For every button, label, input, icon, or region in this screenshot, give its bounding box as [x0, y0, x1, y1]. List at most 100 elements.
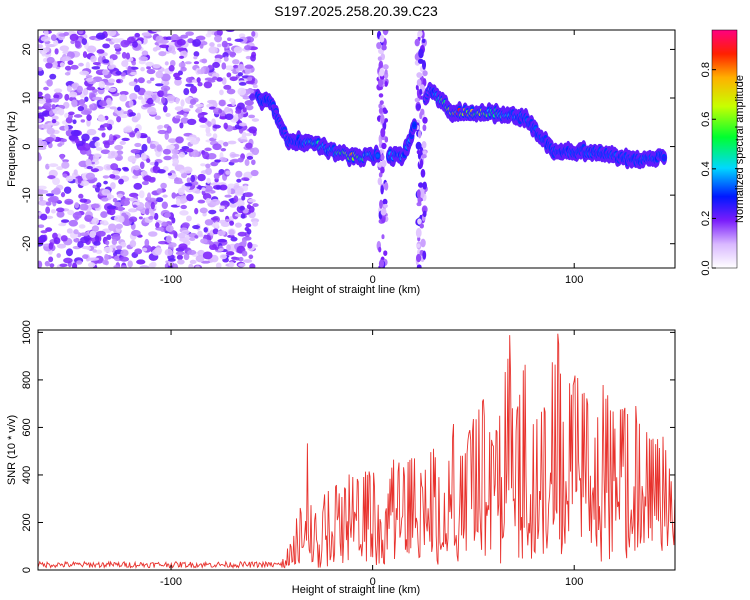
noise-blob — [203, 185, 213, 192]
streak-blob — [415, 103, 422, 111]
noise-blob — [149, 143, 156, 150]
noise-blob — [160, 182, 167, 189]
noise-blob — [68, 219, 79, 227]
noise-blob — [67, 60, 74, 66]
streak-blob — [421, 141, 427, 149]
noise-blob — [161, 73, 171, 82]
noise-blob — [244, 192, 254, 198]
noise-blob — [197, 173, 206, 182]
noise-blob — [183, 112, 188, 118]
noise-blob — [85, 61, 90, 70]
noise-blob — [71, 83, 78, 89]
noise-blob — [123, 111, 129, 115]
colorbar-tick-label: 0.6 — [700, 112, 712, 127]
noise-blob — [173, 72, 180, 78]
y-tick-label: 600 — [21, 418, 33, 436]
noise-blob — [157, 124, 164, 129]
noise-blob — [95, 32, 106, 40]
noise-blob — [157, 169, 166, 174]
noise-blob — [43, 86, 49, 91]
streak-blob — [378, 107, 383, 114]
noise-blob — [244, 100, 254, 106]
noise-blob — [208, 209, 217, 215]
noise-blob — [113, 265, 120, 268]
streak-blob — [378, 172, 383, 178]
noise-blob — [220, 147, 227, 152]
noise-blob — [64, 65, 72, 71]
noise-blob — [152, 47, 158, 52]
noise-blob — [244, 158, 250, 167]
spectrogram-frame — [37, 29, 676, 269]
noise-blob — [85, 246, 92, 251]
noise-blob — [174, 106, 184, 111]
noise-blob — [183, 253, 190, 261]
noise-blob — [80, 110, 91, 115]
noise-blob — [141, 247, 148, 252]
noise-blob — [189, 98, 197, 105]
noise-blob — [79, 180, 90, 187]
noise-blob — [86, 114, 92, 121]
noise-blob — [128, 81, 137, 87]
noise-blob — [215, 262, 222, 268]
streak-blob — [380, 127, 386, 138]
noise-blob — [189, 259, 197, 264]
noise-blob — [86, 166, 93, 170]
noise-blob — [241, 195, 246, 201]
noise-blob — [193, 61, 200, 65]
noise-blob — [251, 31, 256, 37]
noise-blob — [185, 76, 194, 83]
noise-blob — [38, 224, 45, 229]
noise-blob — [58, 223, 67, 227]
noise-blob — [167, 45, 176, 54]
streak-blob — [417, 218, 422, 225]
noise-blob — [50, 209, 56, 214]
streak-blob — [377, 177, 383, 186]
noise-blob — [109, 106, 117, 110]
noise-blob — [214, 221, 219, 228]
noise-blob — [78, 224, 86, 229]
streak-blob — [417, 130, 422, 139]
y-tick-label: 0 — [21, 567, 33, 573]
noise-blob — [229, 203, 237, 208]
noise-blob — [155, 222, 160, 228]
noise-blob — [38, 112, 48, 117]
noise-blob — [235, 109, 242, 114]
noise-blob — [164, 61, 169, 66]
noise-blob — [86, 45, 97, 53]
noise-blob — [242, 95, 250, 100]
colorbar-gradient — [711, 29, 738, 269]
noise-blob — [206, 177, 211, 184]
noise-blob — [189, 104, 194, 109]
noise-blob — [161, 96, 166, 104]
streak-blob — [417, 236, 421, 242]
noise-blob — [113, 43, 121, 50]
noise-blob — [237, 231, 247, 237]
streak-blob — [379, 34, 385, 43]
noise-blob — [134, 32, 141, 38]
noise-blob — [194, 235, 199, 239]
noise-blob — [144, 201, 152, 210]
noise-blob — [214, 34, 223, 43]
noise-blob — [216, 30, 223, 37]
noise-blob — [145, 91, 154, 96]
noise-blob — [128, 208, 136, 213]
noise-blob — [96, 230, 106, 237]
noise-blob — [60, 235, 68, 242]
noise-blob — [45, 136, 55, 143]
colorbar-label: Normalized spectral amplitude — [734, 75, 746, 223]
noise-blob — [104, 253, 109, 261]
noise-blob — [238, 139, 248, 143]
noise-blob — [140, 170, 148, 176]
noise-blob — [138, 216, 143, 220]
noise-blob — [250, 54, 256, 62]
streak-blob — [379, 154, 385, 161]
noise-blob — [141, 98, 146, 105]
noise-blob — [217, 248, 224, 252]
noise-blob — [227, 183, 235, 189]
noise-blob — [49, 263, 55, 268]
noise-blob — [38, 118, 42, 123]
noise-blob — [141, 50, 149, 56]
noise-blob — [188, 263, 194, 268]
noise-blob — [39, 195, 44, 202]
